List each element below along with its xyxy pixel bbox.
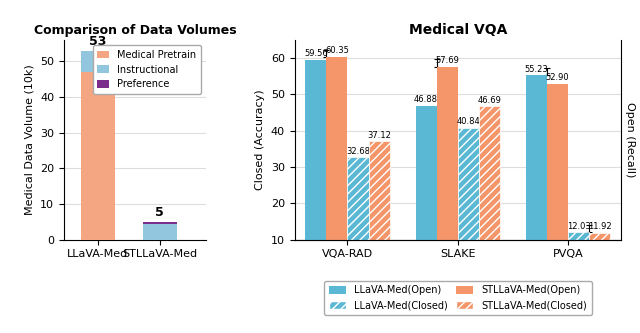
Text: 52.90: 52.90 bbox=[546, 74, 570, 83]
Bar bbox=[81, 51, 115, 72]
Text: 11.92: 11.92 bbox=[588, 222, 611, 231]
Bar bbox=[143, 224, 177, 240]
Text: 57.69: 57.69 bbox=[435, 56, 459, 65]
Text: 37.12: 37.12 bbox=[367, 131, 391, 140]
Bar bbox=[589, 233, 611, 240]
Bar bbox=[547, 84, 568, 240]
Text: 12.03: 12.03 bbox=[567, 222, 591, 231]
Legend: LLaVA-Med(Open), LLaVA-Med(Closed), STLLaVA-Med(Open), STLLaVA-Med(Closed): LLaVA-Med(Open), LLaVA-Med(Closed), STLL… bbox=[324, 281, 591, 315]
Text: 60.35: 60.35 bbox=[325, 46, 349, 55]
Bar bbox=[326, 57, 348, 240]
Text: 55.23: 55.23 bbox=[525, 65, 548, 74]
Bar bbox=[415, 106, 436, 240]
Legend: Medical Pretrain, Instructional, Preference: Medical Pretrain, Instructional, Prefere… bbox=[93, 45, 201, 94]
Bar bbox=[369, 141, 390, 240]
Bar bbox=[305, 60, 326, 240]
Bar bbox=[348, 158, 369, 240]
Text: 53: 53 bbox=[89, 35, 107, 48]
Bar bbox=[526, 76, 547, 240]
Text: 59.56: 59.56 bbox=[304, 49, 328, 58]
Text: 40.84: 40.84 bbox=[456, 117, 480, 126]
Text: 46.69: 46.69 bbox=[477, 96, 501, 105]
Title: Comparison of Data Volumes: Comparison of Data Volumes bbox=[33, 24, 236, 37]
Y-axis label: Medical Data Volume (10k): Medical Data Volume (10k) bbox=[24, 65, 35, 215]
Bar bbox=[436, 67, 458, 240]
Title: Medical VQA: Medical VQA bbox=[408, 23, 507, 37]
Bar bbox=[568, 232, 589, 240]
Bar bbox=[458, 128, 479, 240]
Bar bbox=[81, 72, 115, 240]
Y-axis label: Open (Recall): Open (Recall) bbox=[625, 102, 635, 177]
Text: 32.68: 32.68 bbox=[346, 147, 370, 156]
Text: 46.88: 46.88 bbox=[414, 95, 438, 104]
Bar bbox=[143, 222, 177, 224]
Bar bbox=[479, 107, 500, 240]
Y-axis label: Closed (Accuracy): Closed (Accuracy) bbox=[255, 90, 266, 190]
Text: 5: 5 bbox=[155, 206, 164, 219]
